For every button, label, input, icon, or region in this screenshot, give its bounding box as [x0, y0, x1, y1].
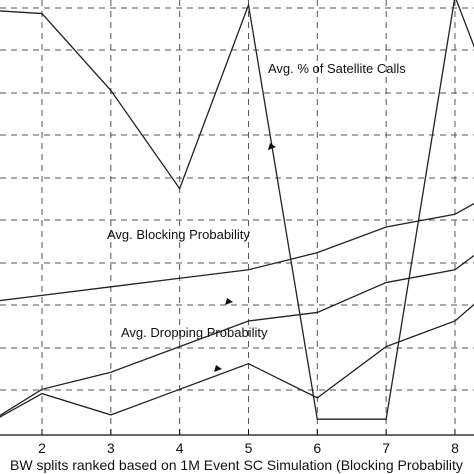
grid	[0, 0, 474, 435]
x-tick-label: 2	[38, 440, 46, 456]
annotation-dropping-probability: Avg. Dropping Probability	[121, 325, 268, 340]
x-tick-label: 8	[451, 440, 459, 456]
annotation-blocking-probability: Avg. Blocking Probability	[107, 227, 250, 242]
series-group	[0, 0, 474, 420]
annotation-arrow	[268, 143, 276, 150]
x-tick-label: 3	[107, 440, 115, 456]
x-tick-label: 7	[382, 440, 390, 456]
arrow-markers	[214, 143, 276, 372]
axes	[0, 429, 474, 436]
x-tick-label: 6	[313, 440, 321, 456]
x-tick-label: 4	[176, 440, 184, 456]
series-line-3	[0, 254, 474, 417]
x-axis-title: BW splits ranked based on 1M Event SC Si…	[10, 457, 463, 473]
series-line-4	[0, 303, 474, 418]
annotation-arrow	[214, 365, 222, 372]
x-tick-labels: 2 3 4 5 6 7 8	[38, 440, 459, 456]
x-tick-label: 5	[245, 440, 253, 456]
annotations: Avg. % of Satellite Calls Avg. Blocking …	[107, 61, 406, 340]
series-line-1	[0, 0, 474, 420]
annotation-arrow	[225, 298, 233, 305]
annotation-satellite-calls: Avg. % of Satellite Calls	[268, 61, 406, 76]
series-line-2	[0, 202, 474, 302]
